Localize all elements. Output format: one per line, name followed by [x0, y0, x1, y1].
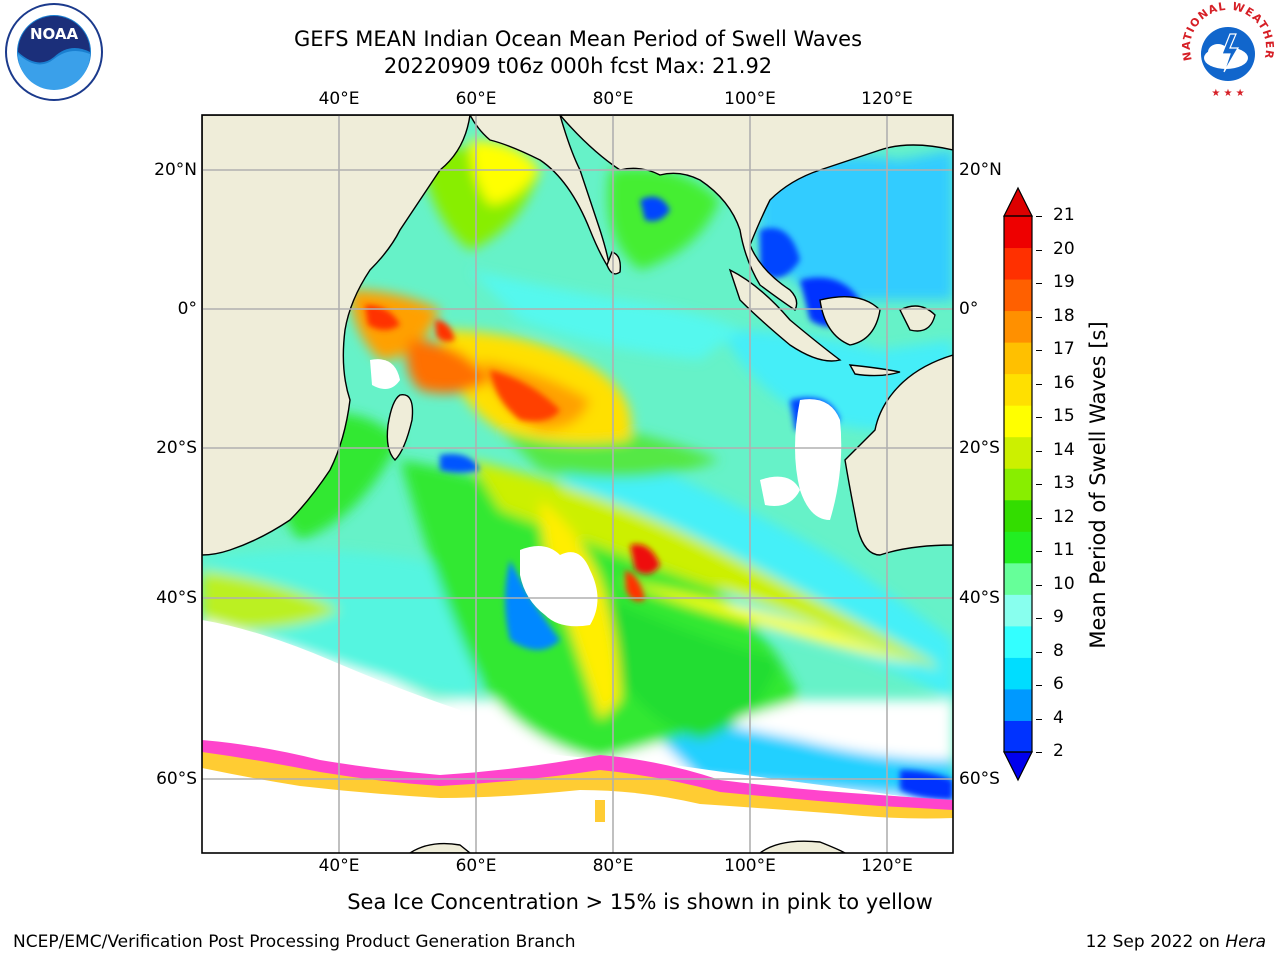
colorbar-tick-mark — [1036, 752, 1042, 753]
lat-label-left: 60°S — [156, 769, 197, 789]
colorbar-segment — [1004, 247, 1032, 280]
colorbar-segment — [1004, 531, 1032, 564]
colorbar-segment — [1004, 405, 1032, 438]
lat-label-left: 20°S — [156, 438, 197, 458]
colorbar-tick-mark — [1036, 517, 1042, 519]
lat-label-left: 20°N — [154, 160, 197, 180]
noaa-logo: NOAA — [4, 2, 104, 106]
colorbar-tick-mark — [1036, 551, 1042, 552]
colorbar-tick-mark — [1036, 584, 1042, 586]
lat-label-left: 0° — [177, 299, 197, 319]
colorbar-tick-mark — [1036, 618, 1042, 619]
land-masses — [202, 115, 953, 853]
lon-label-bottom: 80°E — [592, 856, 634, 876]
colorbar-segment — [1004, 468, 1032, 501]
lat-label-right: 60°S — [959, 769, 1000, 789]
colorbar-under-arrow — [1003, 751, 1033, 782]
colorbar-tick-mark — [1036, 484, 1042, 485]
svg-text:★ ★ ★: ★ ★ ★ — [1211, 88, 1244, 99]
colorbar-tick-label: 13 — [1053, 473, 1075, 493]
colorbar-tick-mark — [1036, 283, 1042, 284]
lat-label-right: 20°S — [959, 438, 1000, 458]
chart-subtitle: 20220909 t06z 000h fcst Max: 21.92 — [383, 54, 773, 78]
nws-logo: NATIONAL WEATHER SERVICE ★ ★ ★ — [1173, 0, 1278, 104]
graticule — [202, 115, 953, 853]
colorbar-segment — [1004, 436, 1032, 469]
colorbar-tick-label: 10 — [1053, 573, 1075, 594]
colorbar-tick-label: 8 — [1053, 640, 1064, 661]
sea-ice-band — [202, 740, 953, 822]
map-field — [202, 115, 953, 853]
colorbar-tick-label: 16 — [1053, 372, 1075, 393]
colorbar-segment — [1004, 310, 1032, 343]
colorbar-segment — [1004, 342, 1032, 375]
colorbar-tick-label: 21 — [1053, 205, 1075, 225]
colorbar-tick-label: 2 — [1053, 741, 1064, 761]
lon-label-bottom: 120°E — [861, 856, 913, 876]
sea-ice-caption: Sea Ice Concentration > 15% is shown in … — [347, 890, 933, 914]
lat-label-left: 40°S — [156, 588, 197, 608]
colorbar-segments — [1004, 216, 1032, 753]
colorbar-tick-label: 20 — [1053, 238, 1075, 259]
colorbar-tick-label: 4 — [1053, 707, 1064, 728]
colorbar-segment — [1004, 657, 1032, 690]
colorbar-segment — [1004, 688, 1032, 721]
noaa-logo-text: NOAA — [30, 25, 79, 43]
footer-date: 12 Sep 2022 on Hera — [1086, 932, 1266, 952]
colorbar-ticks: 2 4 6 8 9 10 11 12 13 14 15 16 17 18 19 20 21 — [1036, 205, 1096, 761]
colorbar-tick-label: 14 — [1053, 439, 1075, 460]
colorbar-tick-mark — [1036, 249, 1042, 251]
lon-label-bottom: 100°E — [724, 856, 776, 876]
lon-label-top: 60°E — [455, 89, 497, 109]
colorbar-over-arrow — [1003, 186, 1033, 217]
colorbar-tick-mark — [1036, 350, 1042, 351]
colorbar-frame — [1003, 215, 1033, 753]
colorbar — [1003, 186, 1033, 782]
colorbar-tick-mark — [1036, 316, 1042, 318]
colorbar-tick-mark — [1036, 685, 1042, 686]
footer-date-text: 12 Sep 2022 on — [1085, 932, 1226, 952]
lon-label-top: 120°E — [861, 89, 913, 109]
lon-label-top: 40°E — [318, 89, 360, 109]
colorbar-tick-mark — [1036, 718, 1042, 720]
map-frame — [201, 114, 954, 854]
chart-title: GEFS MEAN Indian Ocean Mean Period of Sw… — [293, 27, 863, 51]
colorbar-tick-label: 6 — [1053, 674, 1064, 694]
colorbar-segment — [1004, 562, 1032, 595]
lat-label-right: 0° — [959, 299, 979, 319]
lat-label-right: 20°N — [959, 160, 1002, 180]
colorbar-tick-label: 12 — [1053, 506, 1075, 527]
colorbar-tick-label: 15 — [1053, 406, 1075, 426]
colorbar-tick-mark — [1036, 417, 1042, 418]
colorbar-segment — [1004, 499, 1032, 532]
footer-host: Hera — [1225, 932, 1266, 952]
colorbar-segment — [1004, 279, 1032, 312]
colorbar-segment — [1004, 720, 1032, 753]
colorbar-tick-label: 17 — [1053, 339, 1075, 359]
colorbar-tick-label: 18 — [1053, 305, 1075, 326]
colorbar-segment — [1004, 625, 1032, 658]
lon-label-top: 100°E — [724, 89, 776, 109]
colorbar-tick-mark — [1036, 383, 1042, 385]
colorbar-tick-mark — [1036, 216, 1042, 217]
lat-label-right: 40°S — [959, 588, 1000, 608]
colorbar-tick-label: 19 — [1053, 272, 1075, 292]
colorbar-tick-mark — [1036, 450, 1042, 452]
colorbar-tick-label: 11 — [1053, 540, 1075, 560]
lon-label-top: 80°E — [592, 89, 634, 109]
lon-label-bottom: 60°E — [455, 856, 497, 876]
colorbar-segment — [1004, 216, 1032, 249]
colorbar-tick-mark — [1036, 651, 1042, 653]
colorbar-label: Mean Period of Swell Waves [s] — [1086, 321, 1110, 649]
lon-label-bottom: 40°E — [318, 856, 360, 876]
footer-credit: NCEP/EMC/Verification Post Processing Pr… — [13, 932, 576, 952]
colorbar-segment — [1004, 373, 1032, 406]
colorbar-tick-label: 9 — [1053, 607, 1064, 627]
colorbar-segment — [1004, 594, 1032, 627]
